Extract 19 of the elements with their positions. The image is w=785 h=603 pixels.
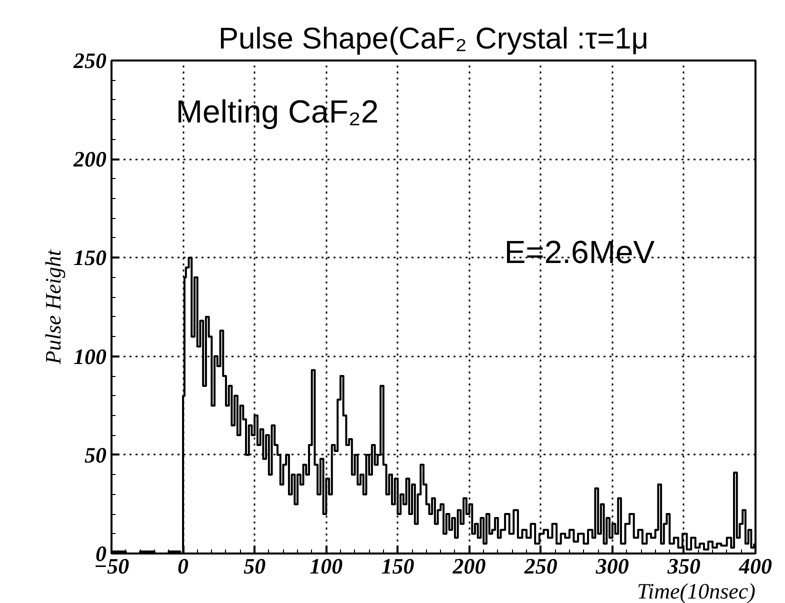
y-tick-label: 200	[72, 146, 106, 172]
annotation: E=2.6MeV	[504, 234, 656, 270]
chart-title: Pulse Shape(CaF₂ Crystal :τ=1μ	[218, 22, 649, 56]
x-tick-label: 400	[738, 554, 772, 578]
y-tick-label: 150	[74, 245, 106, 270]
annotation: Melting CaF₂2	[176, 94, 379, 130]
y-tick-label: 100	[74, 344, 106, 369]
y-tick-label: 250	[72, 48, 106, 73]
x-tick-label: 150	[381, 554, 414, 578]
x-axis-title: Time(10nsec)	[636, 578, 756, 603]
x-tick-label: 100	[310, 554, 343, 578]
x-tick-label: 50	[244, 554, 266, 578]
x-tick-label: 250	[523, 554, 558, 578]
x-tick-label: 0	[178, 554, 189, 578]
x-tick-label: 300	[594, 554, 629, 578]
x-tick-label: 200	[452, 554, 486, 578]
y-tick-label: 50	[84, 442, 106, 468]
y-axis-title: Pulse Height	[40, 248, 66, 366]
x-tick-label: 350	[666, 554, 700, 578]
